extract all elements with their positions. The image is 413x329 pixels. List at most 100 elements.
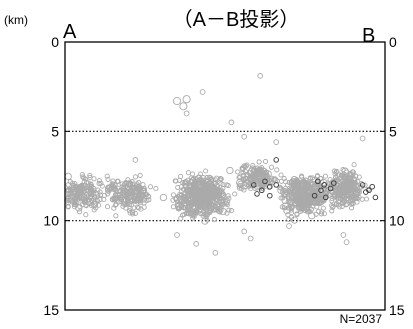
hypocenter-point xyxy=(331,182,337,188)
hypocenter-point xyxy=(118,196,124,202)
hypocenter-point xyxy=(130,211,136,217)
hypocenter-point xyxy=(302,196,308,202)
hypocenter-point xyxy=(336,184,342,190)
highlighted-hypocenter-point xyxy=(369,183,375,190)
hypocenter-point xyxy=(212,249,219,256)
hypocenter-point xyxy=(182,95,191,104)
hypocenter-point xyxy=(132,210,138,216)
hypocenter-point xyxy=(77,209,83,215)
hypocenter-point xyxy=(174,232,180,238)
hypocenter-point xyxy=(111,205,117,211)
hypocenter-point xyxy=(286,223,292,229)
hypocenter-point xyxy=(132,157,139,163)
hypocenter-point xyxy=(96,180,102,186)
hypocenter-point xyxy=(173,196,179,202)
hypocenter-point xyxy=(72,204,78,210)
hypocenter-point xyxy=(335,202,341,208)
hypocenter-point xyxy=(277,186,285,194)
hypocenter-point xyxy=(256,159,262,165)
hypocenter-point xyxy=(285,198,291,204)
hypocenter-point xyxy=(350,201,356,207)
hypocenter-point xyxy=(244,162,250,168)
hypocenter-point xyxy=(124,184,130,190)
hypocenter-point xyxy=(99,183,105,189)
hypocenter-point xyxy=(79,202,85,208)
hypocenter-point xyxy=(147,184,154,190)
hypocenter-point xyxy=(330,204,336,211)
hypocenter-point xyxy=(279,204,285,210)
hypocenter-point xyxy=(294,197,300,203)
hypocenter-point xyxy=(197,182,203,188)
hypocenter-point xyxy=(252,176,258,182)
hypocenter-point xyxy=(192,179,198,185)
hypocenter-point xyxy=(350,180,356,186)
hypocenter-point xyxy=(226,207,232,213)
hypocenter-point xyxy=(104,204,111,210)
hypocenter-point xyxy=(277,184,283,190)
hypocenter-point xyxy=(288,210,295,216)
hypocenter-point xyxy=(92,194,98,200)
hypocenter-point xyxy=(358,180,364,186)
hypocenter-point xyxy=(241,187,247,193)
hypocenter-point xyxy=(65,187,71,193)
hypocenter-point xyxy=(185,188,191,194)
hypocenter-point xyxy=(273,139,280,145)
hypocenter-point xyxy=(137,195,143,201)
hypocenter-point xyxy=(85,187,91,193)
highlighted-hypocenter-point xyxy=(262,178,268,185)
hypocenter-point xyxy=(218,190,227,199)
hypocenter-point xyxy=(195,189,201,195)
hypocenter-point xyxy=(96,178,102,184)
hypocenter-point xyxy=(282,188,288,194)
hypocenter-point xyxy=(67,179,73,185)
hypocenter-point xyxy=(253,168,260,174)
hypocenter-point xyxy=(137,200,143,206)
hypocenter-point xyxy=(363,196,370,202)
hypocenter-point xyxy=(186,180,192,186)
hypocenter-point xyxy=(247,235,254,242)
hypocenter-point xyxy=(95,187,101,193)
hypocenter-point xyxy=(260,183,266,189)
hypocenter-point xyxy=(194,206,200,213)
hypocenter-point xyxy=(340,167,346,173)
hypocenter-point xyxy=(285,205,291,211)
hypocenter-point xyxy=(351,185,357,191)
hypocenter-point xyxy=(261,181,267,188)
highlighted-hypocenter-point xyxy=(315,178,321,185)
hypocenter-point xyxy=(176,206,182,212)
hypocenter-point xyxy=(97,192,103,198)
hypocenter-point xyxy=(126,188,132,194)
hypocenter-point xyxy=(205,185,212,191)
hypocenter-point xyxy=(78,183,84,189)
hypocenter-point xyxy=(314,173,321,179)
hypocenter-point xyxy=(218,187,224,193)
highlighted-hypocenter-point xyxy=(321,182,327,188)
hypocenter-point xyxy=(186,193,192,199)
hypocenter-point xyxy=(105,176,111,182)
hypocenter-point xyxy=(266,184,272,190)
hypocenter-point xyxy=(336,172,343,178)
hypocenter-point xyxy=(207,208,214,214)
hypocenter-point xyxy=(124,192,131,199)
hypocenter-point xyxy=(104,173,110,179)
hypocenter-point xyxy=(186,201,192,207)
hypocenter-point xyxy=(137,188,143,194)
hypocenter-point xyxy=(93,205,99,211)
hypocenter-point xyxy=(193,241,200,247)
hypocenter-point xyxy=(189,209,195,215)
hypocenter-point xyxy=(91,188,97,194)
hypocenter-point xyxy=(106,185,112,191)
chart-title: （A－B投影） xyxy=(173,8,300,31)
y-axis-left: 0 5 10 15 xyxy=(43,34,70,318)
hypocenter-point xyxy=(349,205,355,211)
hypocenter-point xyxy=(289,195,295,201)
hypocenter-point xyxy=(185,170,191,176)
hypocenter-point xyxy=(187,188,193,194)
hypocenter-point xyxy=(290,216,299,224)
hypocenter-point xyxy=(93,200,99,206)
hypocenter-point xyxy=(232,191,238,197)
hypocenter-point xyxy=(252,174,258,180)
hypocenter-point xyxy=(256,168,262,174)
hypocenter-point xyxy=(340,232,347,238)
highlighted-hypocenter-point xyxy=(267,183,273,190)
